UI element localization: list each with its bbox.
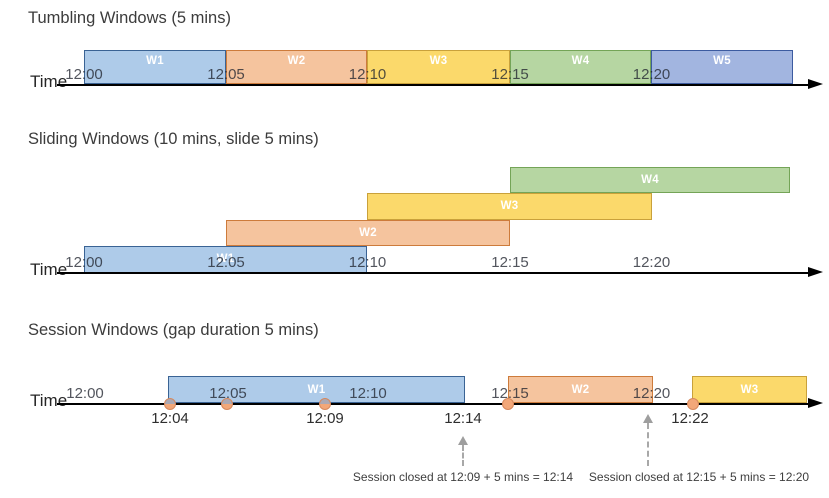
session-window-label: W3 <box>740 383 759 396</box>
session-time-tick-label: 12:10 <box>349 384 387 402</box>
sliding-title: Sliding Windows (10 mins, slide 5 mins) <box>28 130 319 148</box>
tumbling-title: Tumbling Windows (5 mins) <box>28 9 231 27</box>
sliding-window-label: W1 <box>216 253 235 266</box>
sliding-window-label: W3 <box>500 200 519 213</box>
tumbling-time-tick-label: 12:10 <box>348 65 387 83</box>
annotation-arrow-head <box>643 414 653 423</box>
session-closed-annotation-2: Session closed at 12:15 + 5 mins = 12:20 <box>588 470 810 484</box>
event-time-label: 12:14 <box>444 409 482 427</box>
sliding-time-axis <box>57 271 810 274</box>
tumbling-window-label: W5 <box>713 55 731 67</box>
event-time-label: 12:04 <box>151 409 189 427</box>
session-time-axis-arrowhead <box>808 398 823 408</box>
tumbling-window-label: W2 <box>287 55 306 67</box>
session-title: Session Windows (gap duration 5 mins) <box>28 321 319 339</box>
tumbling-time-axis-arrowhead <box>808 79 823 89</box>
sliding-time-tick-label: 12:15 <box>491 253 529 271</box>
session-time-axis <box>57 402 810 405</box>
tumbling-time-tick-label: 12:05 <box>207 65 245 83</box>
annotation-arrow-line <box>462 445 464 466</box>
tumbling-window-w5: W5 <box>651 50 793 84</box>
sliding-time-tick-label: 12:20 <box>632 253 671 271</box>
tumbling-window-w2: W2 <box>226 50 367 84</box>
session-closed-annotation-1: Session closed at 12:09 + 5 mins = 12:14 <box>352 470 574 484</box>
tumbling-time-tick-label: 12:20 <box>632 65 671 83</box>
tumbling-window-label: W4 <box>571 55 590 67</box>
session-time-tick-label: 12:00 <box>66 384 104 402</box>
event-dot <box>502 398 514 410</box>
tumbling-time-tick-label: 12:00 <box>65 65 103 83</box>
sliding-window-w3: W3 <box>367 193 652 220</box>
session-window-w2: W2 <box>508 376 653 403</box>
sliding-time-axis-arrowhead <box>808 267 823 277</box>
sliding-time-tick-label: 12:00 <box>65 253 103 271</box>
sliding-window-w2: W2 <box>226 219 510 246</box>
sliding-window-w4: W4 <box>510 166 790 193</box>
tumbling-time-tick-label: 12:15 <box>491 65 529 83</box>
event-time-label: 12:22 <box>671 409 709 427</box>
sliding-window-w1: W1 <box>84 246 367 273</box>
tumbling-window-label: W3 <box>429 55 448 67</box>
session-window-w3: W3 <box>692 376 807 403</box>
annotation-arrow-head <box>458 436 468 445</box>
sliding-time-tick-label: 12:05 <box>207 253 245 271</box>
tumbling-window-w4: W4 <box>510 50 651 84</box>
tumbling-time-axis <box>57 83 810 86</box>
event-time-label: 12:09 <box>306 409 344 427</box>
sliding-time-axis-label: Time <box>30 260 68 279</box>
annotation-arrow-line <box>647 423 649 466</box>
session-time-tick-label: 12:20 <box>632 384 671 402</box>
tumbling-window-label: W1 <box>146 55 164 67</box>
session-time-axis-label: Time <box>30 391 68 410</box>
sliding-window-label: W4 <box>641 173 659 186</box>
sliding-window-label: W2 <box>359 226 377 239</box>
tumbling-window-w1: W1 <box>84 50 226 84</box>
session-window-label: W2 <box>571 383 590 396</box>
sliding-time-tick-label: 12:10 <box>348 253 387 271</box>
event-dot <box>687 398 699 410</box>
session-window-label: W1 <box>307 383 326 396</box>
session-time-tick-label: 12:05 <box>209 384 247 402</box>
event-dot <box>319 398 331 410</box>
tumbling-window-w3: W3 <box>367 50 510 84</box>
event-dot <box>164 398 176 410</box>
tumbling-time-axis-label: Time <box>30 72 68 91</box>
session-time-tick-label: 12:15 <box>491 384 529 402</box>
event-dot <box>221 398 233 410</box>
